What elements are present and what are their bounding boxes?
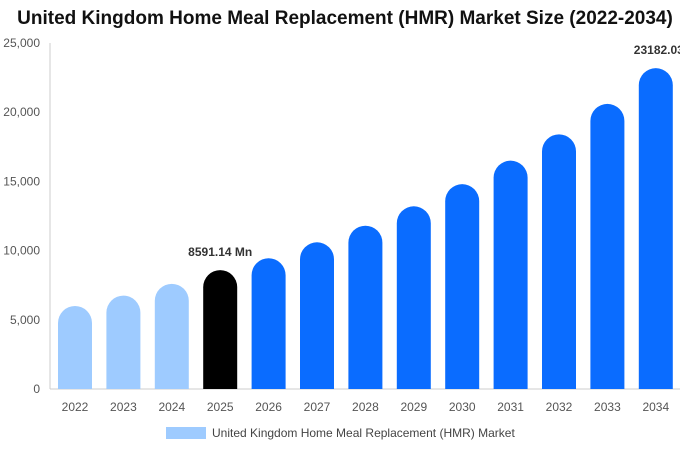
bar-2028 xyxy=(348,225,383,389)
bar-2026 xyxy=(251,258,286,389)
y-tick-label: 20,000 xyxy=(3,105,40,119)
x-tick-label: 2030 xyxy=(449,400,476,414)
x-tick-label: 2029 xyxy=(400,400,427,414)
data-label-2034: 23182.03 Mn xyxy=(634,43,680,57)
x-tick-label: 2025 xyxy=(207,400,234,414)
y-tick-label: 0 xyxy=(33,382,40,396)
legend: United Kingdom Home Meal Replacement (HM… xyxy=(166,426,515,440)
bar-2033 xyxy=(590,103,625,390)
bar-2025 xyxy=(203,270,238,389)
y-tick-label: 25,000 xyxy=(3,36,40,50)
bar-2027 xyxy=(300,242,334,389)
legend-swatch xyxy=(166,427,206,439)
bar-2029 xyxy=(396,206,431,389)
x-tick-label: 2031 xyxy=(497,400,524,414)
legend-label: United Kingdom Home Meal Replacement (HM… xyxy=(212,426,515,440)
y-tick-label: 10,000 xyxy=(3,244,40,258)
bar-2032 xyxy=(542,134,576,389)
bar-2031 xyxy=(493,160,528,389)
x-tick-label: 2026 xyxy=(255,400,282,414)
data-label-2025: 8591.14 Mn xyxy=(188,245,252,259)
x-tick-label: 2022 xyxy=(62,400,89,414)
x-tick-label: 2023 xyxy=(110,400,137,414)
chart-bars xyxy=(58,68,673,390)
bar-2023 xyxy=(106,295,141,389)
chart-axes: 0 5,000 10,000 15,000 20,000 25,000 2022 2023 20… xyxy=(3,36,680,414)
x-tick-label: 2032 xyxy=(546,400,573,414)
x-tick-label: 2033 xyxy=(594,400,621,414)
bar-2034 xyxy=(638,68,673,389)
y-tick-label: 15,000 xyxy=(3,174,40,188)
x-tick-label: 2027 xyxy=(304,400,331,414)
y-tick-label: 5,000 xyxy=(10,313,40,327)
x-tick-label: 2028 xyxy=(352,400,379,414)
bar-2024 xyxy=(154,283,189,389)
chart-title: United Kingdom Home Meal Replacement (HM… xyxy=(17,8,673,29)
x-tick-label: 2034 xyxy=(642,400,669,414)
chart-labels: 8591.14 Mn 23182.03 Mn xyxy=(188,43,680,259)
x-tick-label: 2024 xyxy=(158,400,185,414)
bar-2030 xyxy=(445,184,480,389)
bar-2022 xyxy=(58,305,92,389)
